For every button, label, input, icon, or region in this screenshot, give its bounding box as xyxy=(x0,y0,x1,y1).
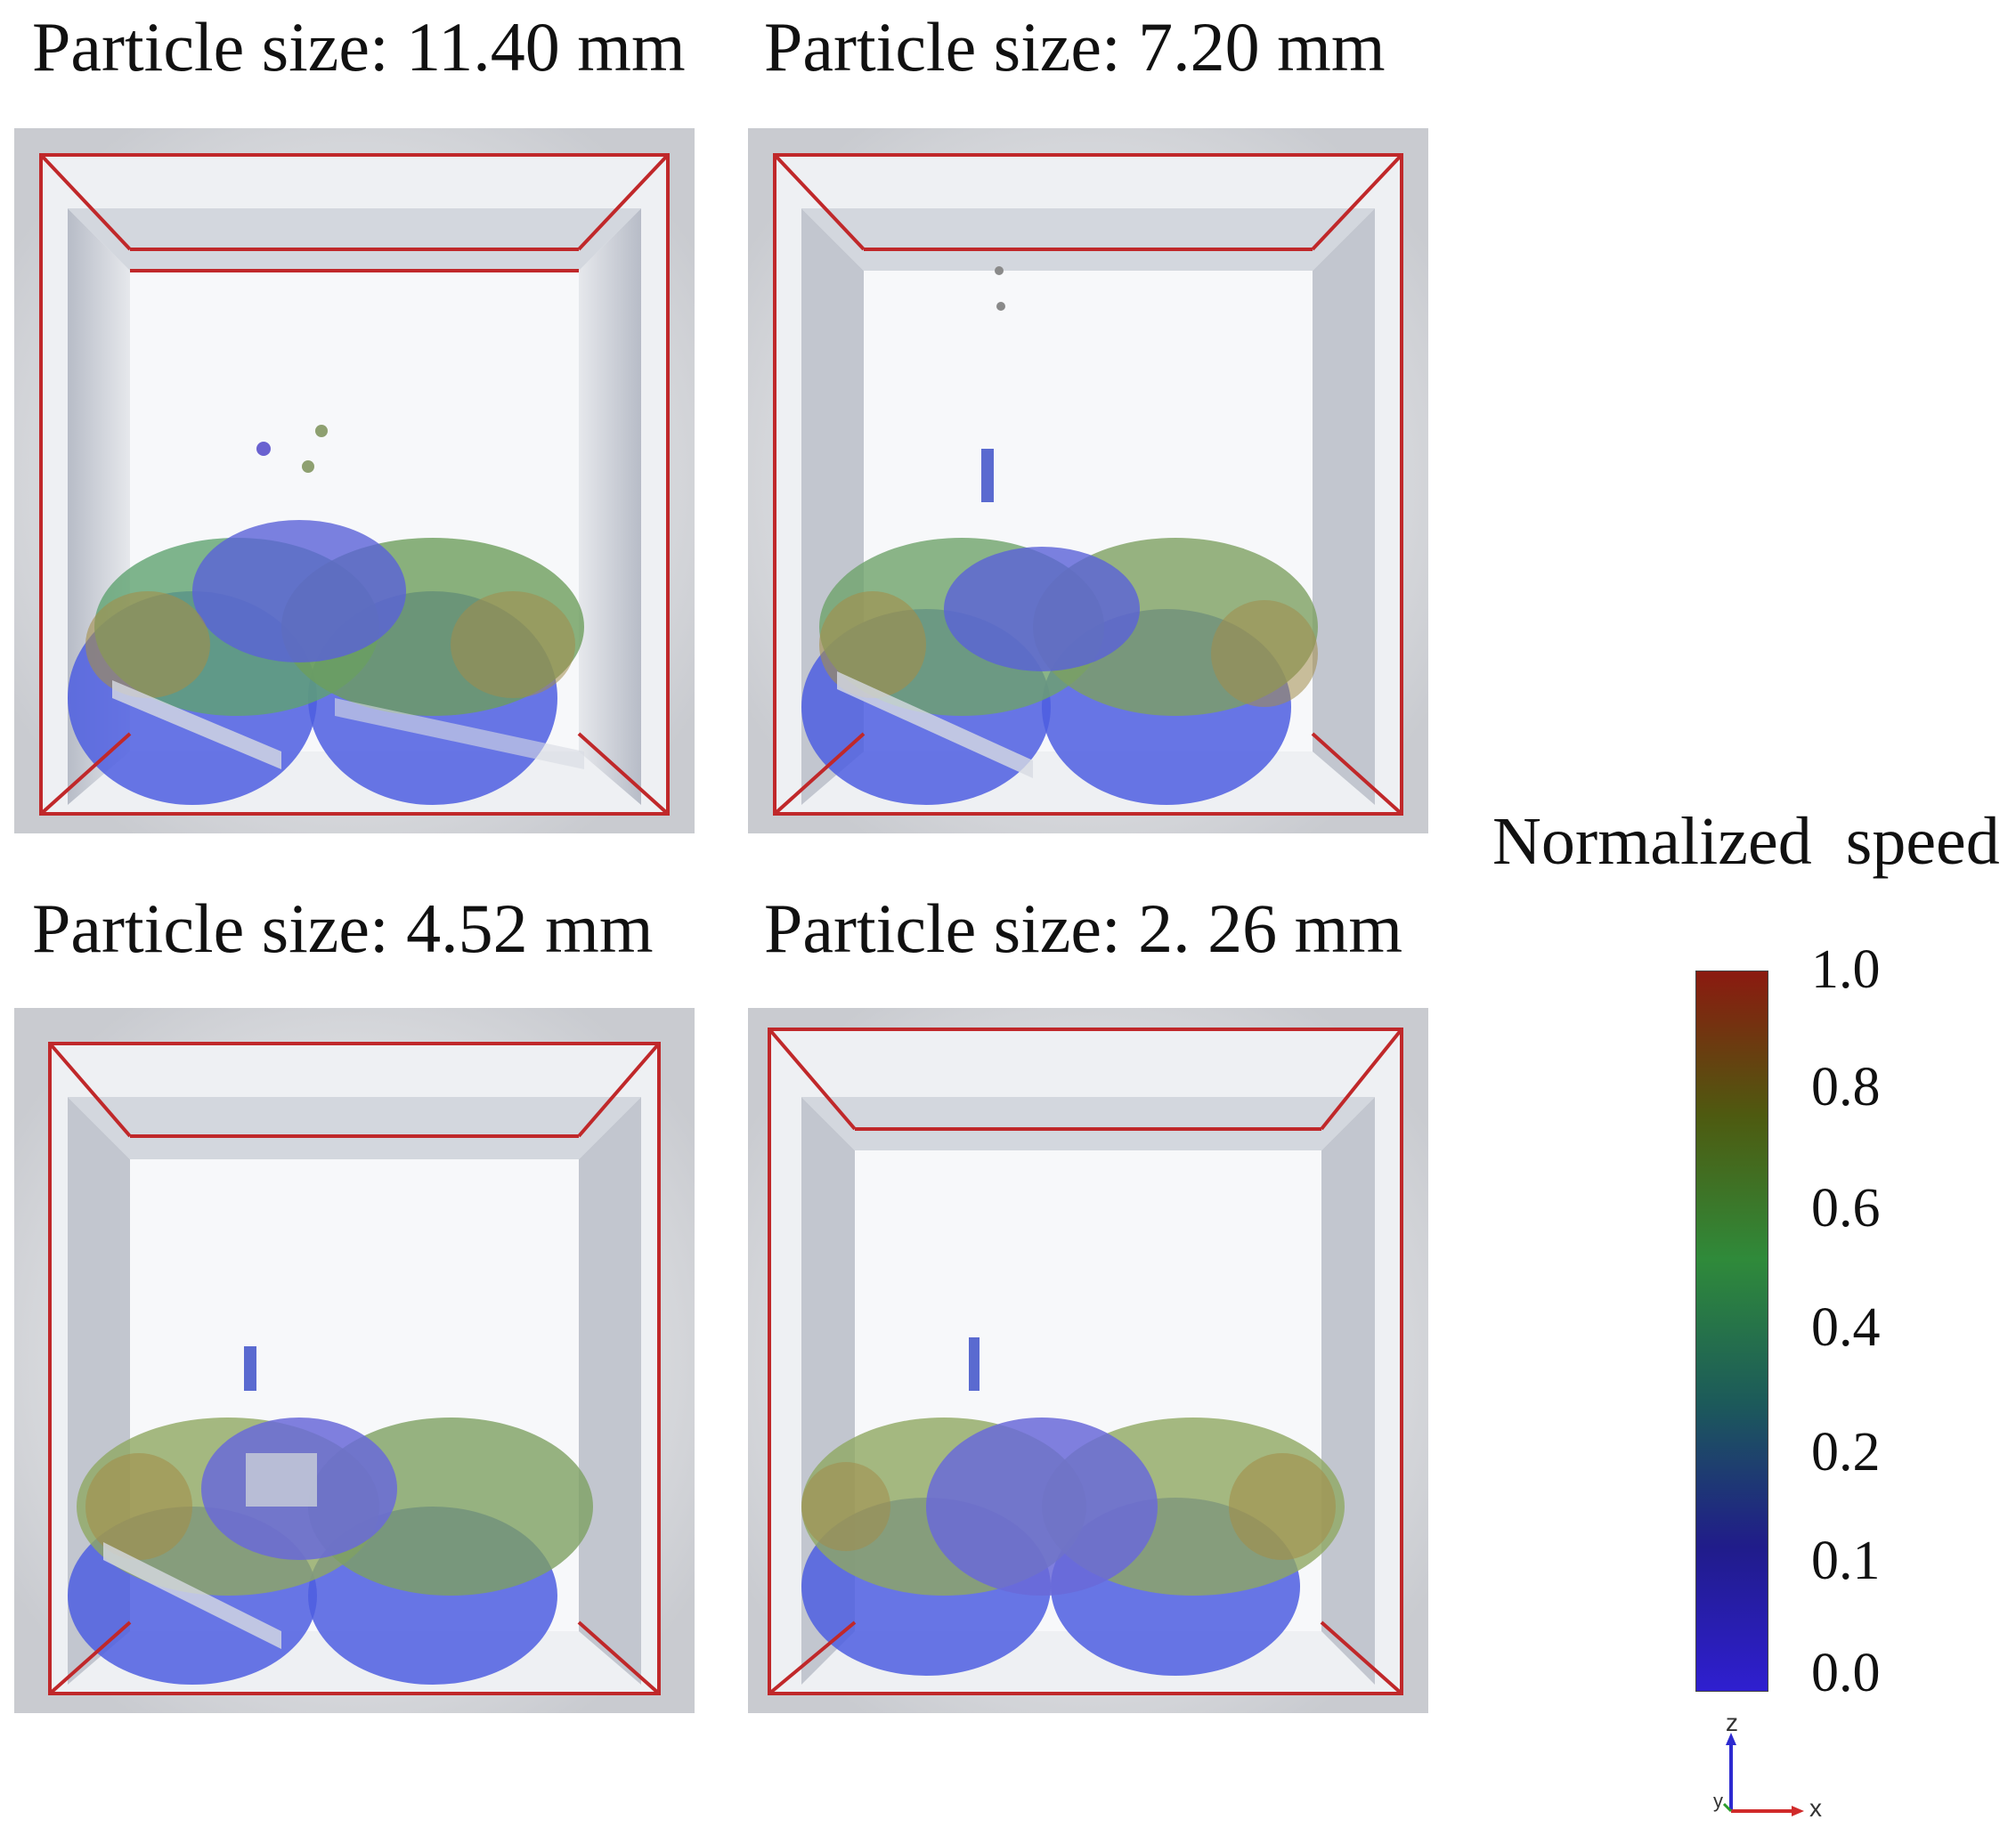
panel-1-simulation-image xyxy=(14,128,695,833)
panel-3-title: Particle size: 4.52 mm xyxy=(32,890,654,967)
colorbar-tick: 0.6 xyxy=(1811,1178,1881,1239)
axis-x-label: x xyxy=(1809,1794,1822,1818)
colorbar-tick: 0.1 xyxy=(1811,1531,1881,1591)
panel-4-title: Particle size: 2. 26 mm xyxy=(764,890,1403,967)
axis-y-label: y xyxy=(1713,1790,1723,1812)
panel-1-title: Particle size: 11.40 mm xyxy=(32,8,686,85)
colorbar-tick: 0.4 xyxy=(1811,1297,1881,1358)
axis-triad-icon: z x y xyxy=(1710,1709,1834,1823)
colorbar-tick: 1.0 xyxy=(1811,939,1881,1000)
axis-z-label: z xyxy=(1726,1711,1738,1736)
colorbar-gradient xyxy=(1695,971,1768,1692)
colorbar-title: Normalized speed xyxy=(1492,804,2000,879)
colorbar-tick: 0.0 xyxy=(1811,1643,1881,1703)
panel-2-simulation-image xyxy=(748,128,1428,833)
colorbar-tick: 0.8 xyxy=(1811,1057,1881,1117)
panel-3-simulation-image xyxy=(14,1008,695,1713)
panel-2-title: Particle size: 7.20 mm xyxy=(764,8,1386,85)
panel-4-simulation-image xyxy=(748,1008,1428,1713)
colorbar-tick: 0.2 xyxy=(1811,1422,1881,1483)
